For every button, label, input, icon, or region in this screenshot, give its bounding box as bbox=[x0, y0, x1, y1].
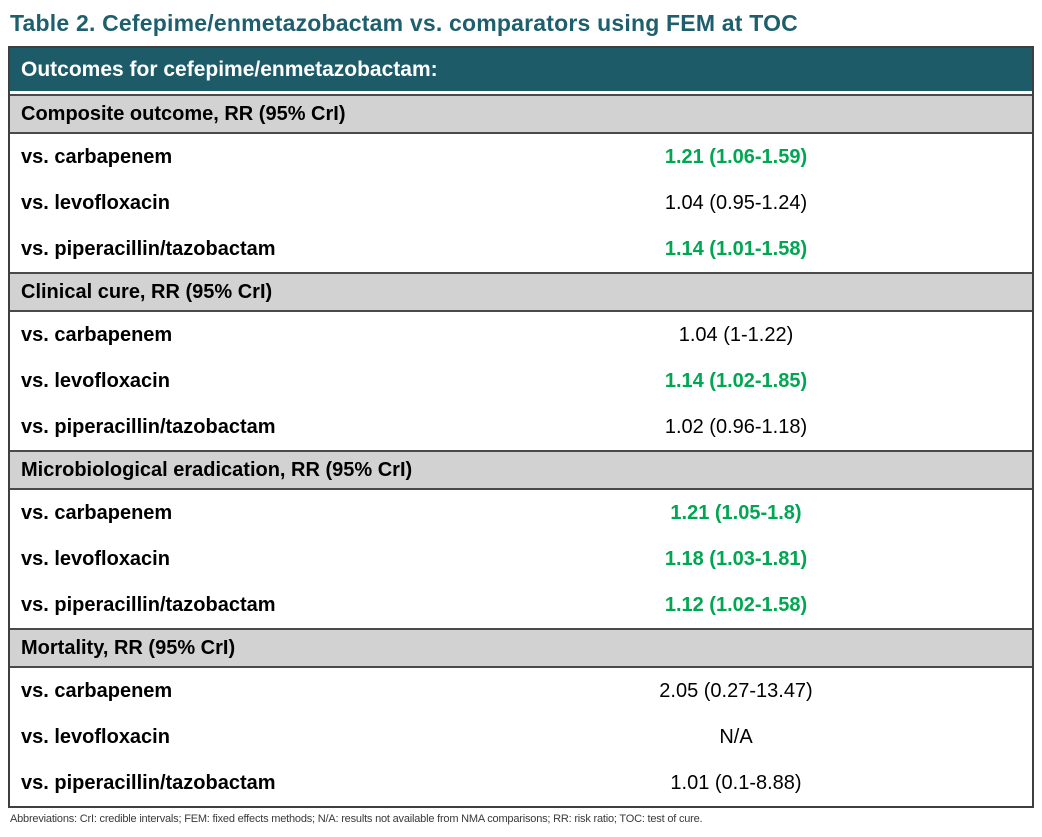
table-row: vs. carbapenem 1.04 (1-1.22) bbox=[10, 312, 1032, 358]
table-row: vs. levofloxacin 1.18 (1.03-1.81) bbox=[10, 536, 1032, 582]
rr-value: 1.04 (0.95-1.24) bbox=[664, 192, 808, 214]
outcomes-table: Outcomes for cefepime/enmetazobactam: Co… bbox=[8, 46, 1034, 808]
table-row: vs. piperacillin/tazobactam 1.01 (0.1-8.… bbox=[10, 760, 1032, 806]
section-composite-outcome: Composite outcome, RR (95% CrI) vs. carb… bbox=[10, 94, 1032, 272]
table-row: vs. levofloxacin 1.04 (0.95-1.24) bbox=[10, 180, 1032, 226]
table-row: vs. piperacillin/tazobactam 1.12 (1.02-1… bbox=[10, 582, 1032, 628]
table-row: vs. levofloxacin 1.14 (1.02-1.85) bbox=[10, 358, 1032, 404]
comparator-label: vs. levofloxacin bbox=[21, 548, 170, 570]
comparator-label: vs. levofloxacin bbox=[21, 370, 170, 392]
comparator-label: vs. levofloxacin bbox=[21, 192, 170, 214]
comparator-label: vs. piperacillin/tazobactam bbox=[21, 594, 276, 616]
section-mortality: Mortality, RR (95% CrI) vs. carbapenem 2… bbox=[10, 628, 1032, 806]
table-title: Table 2. Cefepime/enmetazobactam vs. com… bbox=[10, 10, 798, 36]
comparator-label: vs. piperacillin/tazobactam bbox=[21, 416, 276, 438]
rr-value: 1.02 (0.96-1.18) bbox=[664, 416, 808, 438]
table-row: vs. carbapenem 1.21 (1.06-1.59) bbox=[10, 134, 1032, 180]
table-row: vs. piperacillin/tazobactam 1.02 (0.96-1… bbox=[10, 404, 1032, 450]
rr-value: 1.21 (1.06-1.59) bbox=[664, 146, 808, 168]
section-header: Composite outcome, RR (95% CrI) bbox=[10, 94, 1032, 134]
rr-value: 2.05 (0.27-13.47) bbox=[659, 680, 813, 702]
table-row: vs. piperacillin/tazobactam 1.14 (1.01-1… bbox=[10, 226, 1032, 272]
table-header-bar: Outcomes for cefepime/enmetazobactam: bbox=[10, 48, 1032, 94]
section-clinical-cure: Clinical cure, RR (95% CrI) vs. carbapen… bbox=[10, 272, 1032, 450]
rr-value: 1.04 (1-1.22) bbox=[678, 324, 794, 346]
rr-value: 1.14 (1.02-1.85) bbox=[664, 370, 808, 392]
rr-value: N/A bbox=[719, 726, 753, 748]
rr-value: 1.14 (1.01-1.58) bbox=[664, 238, 808, 260]
rr-value: 1.18 (1.03-1.81) bbox=[664, 548, 808, 570]
table-row: vs. levofloxacin N/A bbox=[10, 714, 1032, 760]
table-row: vs. carbapenem 2.05 (0.27-13.47) bbox=[10, 668, 1032, 714]
rr-value: 1.12 (1.02-1.58) bbox=[664, 594, 808, 616]
comparator-label: vs. carbapenem bbox=[21, 324, 173, 346]
abbreviations-footnote: Abbreviations: CrI: credible intervals; … bbox=[10, 813, 703, 825]
section-header: Mortality, RR (95% CrI) bbox=[10, 628, 1032, 668]
rr-value: 1.01 (0.1-8.88) bbox=[670, 772, 802, 794]
comparator-label: vs. levofloxacin bbox=[21, 726, 170, 748]
comparator-label: vs. piperacillin/tazobactam bbox=[21, 238, 276, 260]
table-row: vs. carbapenem 1.21 (1.05-1.8) bbox=[10, 490, 1032, 536]
comparator-label: vs. carbapenem bbox=[21, 502, 173, 524]
comparator-label: vs. carbapenem bbox=[21, 146, 173, 168]
section-header: Microbiological eradication, RR (95% CrI… bbox=[10, 450, 1032, 490]
section-microbiological-eradication: Microbiological eradication, RR (95% CrI… bbox=[10, 450, 1032, 628]
comparator-label: vs. piperacillin/tazobactam bbox=[21, 772, 276, 794]
comparator-label: vs. carbapenem bbox=[21, 680, 173, 702]
rr-value: 1.21 (1.05-1.8) bbox=[670, 502, 802, 524]
section-header: Clinical cure, RR (95% CrI) bbox=[10, 272, 1032, 312]
